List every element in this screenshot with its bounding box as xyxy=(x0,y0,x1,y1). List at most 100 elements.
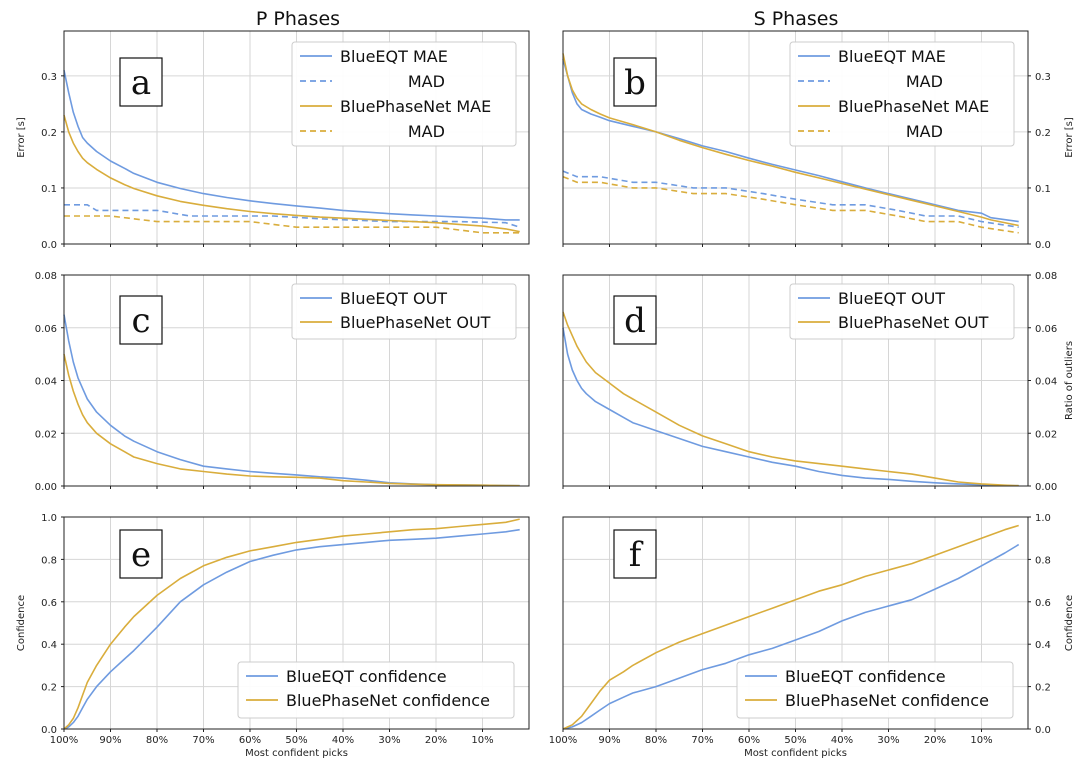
x-tick-label: 10% xyxy=(970,735,992,746)
legend-label: MAD xyxy=(906,122,943,141)
y-tick-label: 0.2 xyxy=(41,683,57,694)
legend-label: BluePhaseNet MAE xyxy=(838,97,989,116)
panel-f: 100% 90% 80% 70% 60% 50% 40% 30% 20% 10% 0.0 0.2 0.4… xyxy=(549,513,1075,759)
y-tick-label: 0.1 xyxy=(1035,184,1051,195)
y-tick-label: 0.2 xyxy=(41,128,57,139)
series-line-0 xyxy=(562,543,1020,730)
series-line-2 xyxy=(562,53,1019,227)
y-tick-label: 0.2 xyxy=(1035,128,1051,139)
y-tick-label: 0.04 xyxy=(1035,377,1057,388)
series-line-2 xyxy=(63,114,520,233)
panel-letter-box xyxy=(119,295,163,345)
panel-letter: c xyxy=(131,301,150,341)
series-line-0 xyxy=(63,70,520,221)
column-title-p: P Phases xyxy=(256,8,340,30)
x-tick-label: 20% xyxy=(924,735,946,746)
x-tick-label: 90% xyxy=(598,735,620,746)
y-tick-label: 0.1 xyxy=(41,184,57,195)
x-tick-label: 60% xyxy=(239,735,261,746)
y-tick-label: 0.0 xyxy=(41,725,57,736)
y-tick-label: 1.0 xyxy=(41,513,57,524)
x-tick-label: 40% xyxy=(332,735,354,746)
legend-label: MAD xyxy=(408,122,445,141)
legend-label: BluePhaseNet OUT xyxy=(340,313,491,332)
legend-box xyxy=(291,283,517,340)
panel-a: 0.0 0.1 0.2 0.3 Error [s] a BlueEQT MAE MAD Blue… xyxy=(16,30,530,251)
y-tick-label: 0.3 xyxy=(41,72,57,83)
legend-box xyxy=(291,41,517,147)
panel-letter: d xyxy=(624,301,646,341)
legend-box xyxy=(237,661,515,719)
x-axis-label: Most confident picks xyxy=(744,748,847,759)
legend-label: BluePhaseNet confidence xyxy=(286,691,490,710)
y-tick-label: 0.02 xyxy=(1035,429,1057,440)
series-line-3 xyxy=(562,175,1019,234)
y-axis-label: Confidence xyxy=(1064,595,1075,651)
panel-e: 100% 90% 80% 70% 60% 50% 40% 30% 20% 10% 0.0 0.2 0.4… xyxy=(16,513,530,759)
x-tick-label: 80% xyxy=(645,735,667,746)
x-tick-label: 20% xyxy=(425,735,447,746)
series-line-1 xyxy=(562,311,1019,487)
series-line-0 xyxy=(63,528,520,730)
y-tick-label: 0.0 xyxy=(1035,240,1051,251)
y-tick-label: 0.6 xyxy=(41,598,57,609)
panel-letter-box xyxy=(119,57,163,107)
y-tick-label: 0.8 xyxy=(1035,555,1051,566)
x-axis-label: Most confident picks xyxy=(245,748,348,759)
x-tick-label: 100% xyxy=(549,735,578,746)
legend-label: BlueEQT OUT xyxy=(340,289,447,308)
series-line-1 xyxy=(562,170,1019,228)
panel-letter: a xyxy=(131,63,151,103)
x-tick-label: 40% xyxy=(831,735,853,746)
legend-label: BlueEQT MAE xyxy=(340,47,448,66)
series-line-0 xyxy=(562,327,1019,487)
y-tick-label: 0.02 xyxy=(35,429,57,440)
panel-letter: f xyxy=(629,535,644,575)
panel-letter: b xyxy=(624,63,646,103)
legend-box xyxy=(789,41,1015,147)
y-axis-label: Error [s] xyxy=(16,117,27,158)
legend-label: BlueEQT MAE xyxy=(838,47,946,66)
x-tick-label: 70% xyxy=(691,735,713,746)
y-tick-label: 0.00 xyxy=(35,482,57,493)
y-tick-label: 1.0 xyxy=(1035,513,1051,524)
legend-label: BlueEQT OUT xyxy=(838,289,945,308)
panel-c: 0.00 0.02 0.04 0.06 0.08 c BlueEQT OUT BluePhas… xyxy=(35,271,530,493)
x-tick-label: 30% xyxy=(378,735,400,746)
series-line-3 xyxy=(64,215,520,234)
panel-letter-box xyxy=(613,295,657,345)
y-tick-label: 0.08 xyxy=(35,271,57,282)
series-line-1 xyxy=(63,353,520,487)
series-line-0 xyxy=(562,58,1019,223)
y-tick-label: 0.4 xyxy=(41,640,57,651)
panels: 0.0 0.1 0.2 0.3 Error [s] a BlueEQT MAE MAD Blue… xyxy=(16,30,1075,759)
series-line-1 xyxy=(64,204,520,228)
x-tick-label: 60% xyxy=(738,735,760,746)
legend-label: BluePhaseNet OUT xyxy=(838,313,989,332)
legend-box xyxy=(736,661,1014,719)
panel-letter-box xyxy=(119,529,163,579)
legend-label: BluePhaseNet MAE xyxy=(340,97,491,116)
y-axis-label: Error [s] xyxy=(1064,117,1075,158)
y-tick-label: 0.3 xyxy=(1035,72,1051,83)
series-line-1 xyxy=(562,524,1019,730)
x-tick-label: 100% xyxy=(50,735,79,746)
panel-b: 0.0 0.1 0.2 0.3 Error [s] b BlueEQT MAE MAD Blue… xyxy=(562,30,1075,251)
y-tick-label: 0.2 xyxy=(1035,683,1051,694)
y-axis-label: Ratio of outliers xyxy=(1064,341,1075,420)
y-tick-label: 0.0 xyxy=(41,240,57,251)
column-title-s: S Phases xyxy=(754,8,839,30)
legend-label: BlueEQT confidence xyxy=(286,667,447,686)
y-tick-label: 0.04 xyxy=(35,377,57,388)
series-line-1 xyxy=(63,518,520,730)
panel-letter-box xyxy=(613,529,657,579)
x-tick-label: 90% xyxy=(99,735,121,746)
panel-letter: e xyxy=(131,535,151,575)
x-tick-label: 80% xyxy=(146,735,168,746)
legend-label: MAD xyxy=(408,72,445,91)
legend-label: BlueEQT confidence xyxy=(785,667,946,686)
legend-label: BluePhaseNet confidence xyxy=(785,691,989,710)
legend-label: MAD xyxy=(906,72,943,91)
y-axis-label: Confidence xyxy=(16,595,27,651)
y-tick-label: 0.4 xyxy=(1035,640,1051,651)
